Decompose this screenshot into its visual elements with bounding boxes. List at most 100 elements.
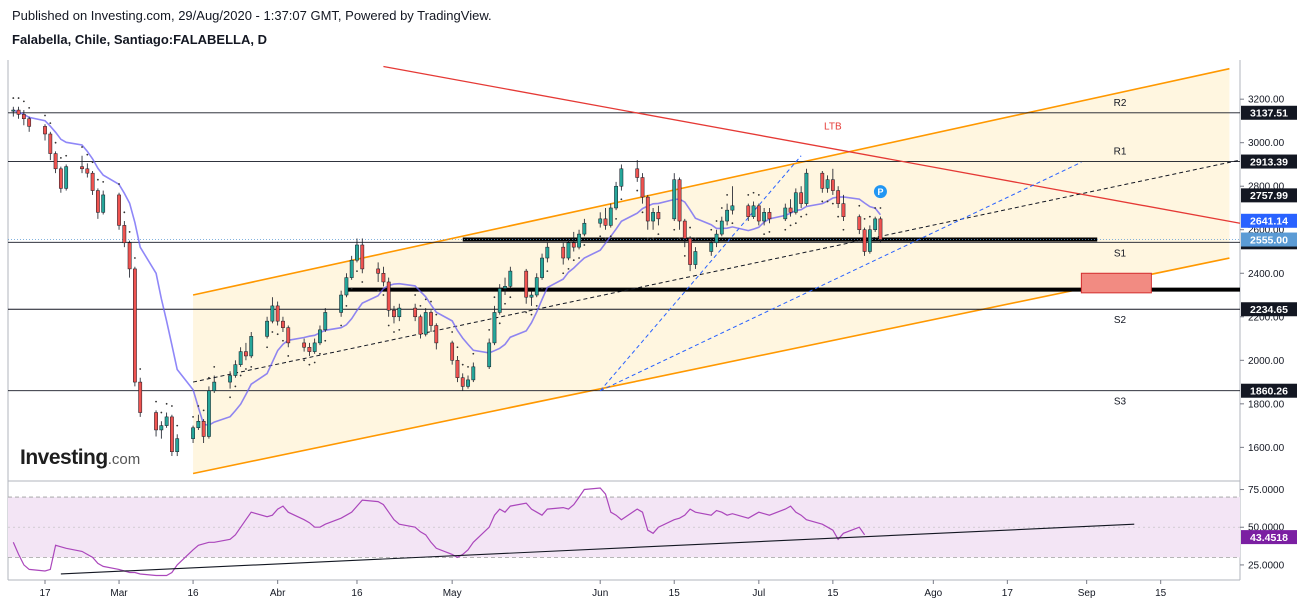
candle-body[interactable] <box>101 194 106 213</box>
candle-body[interactable] <box>767 212 772 220</box>
candle-body[interactable] <box>640 177 645 198</box>
candle-body[interactable] <box>534 277 539 296</box>
candle-body[interactable] <box>154 412 158 431</box>
candle-body[interactable] <box>466 379 470 387</box>
candle-body[interactable] <box>212 381 217 392</box>
candle-body[interactable] <box>58 168 63 189</box>
candle-body[interactable] <box>746 205 751 217</box>
candle-body[interactable] <box>645 196 650 222</box>
candle-body[interactable] <box>418 316 423 335</box>
candle-body[interactable] <box>16 109 21 115</box>
candle-body[interactable] <box>751 205 756 217</box>
candle-body[interactable] <box>799 192 804 204</box>
candle-body[interactable] <box>873 218 878 230</box>
candle-body[interactable] <box>302 342 306 348</box>
candle-body[interactable] <box>825 179 830 189</box>
candle-body[interactable] <box>27 118 32 127</box>
candle-body[interactable] <box>207 390 211 437</box>
candle-body[interactable] <box>423 312 428 335</box>
candle-body[interactable] <box>487 342 492 368</box>
candle-body[interactable] <box>323 312 328 331</box>
candle-body[interactable] <box>582 222 587 235</box>
candle-body[interactable] <box>788 207 793 213</box>
candle-body[interactable] <box>191 427 195 439</box>
candle-body[interactable] <box>830 179 835 191</box>
candle-body[interactable] <box>307 347 312 352</box>
candle-body[interactable] <box>598 218 603 224</box>
candle-body[interactable] <box>730 205 735 211</box>
candle-body[interactable] <box>43 126 47 135</box>
candle-body[interactable] <box>138 381 143 413</box>
candle-body[interactable] <box>265 320 269 337</box>
candle-body[interactable] <box>201 420 206 437</box>
candle-body[interactable] <box>170 416 174 452</box>
candle-body[interactable] <box>376 268 381 274</box>
candle-body[interactable] <box>619 168 624 187</box>
candle-body[interactable] <box>397 307 402 318</box>
candle-body[interactable] <box>318 329 322 344</box>
candle-body[interactable] <box>48 133 53 154</box>
candle-body[interactable] <box>228 375 232 383</box>
candle-body[interactable] <box>90 172 95 191</box>
candle-body[interactable] <box>344 277 349 296</box>
candle-body[interactable] <box>281 320 285 328</box>
candle-body[interactable] <box>857 216 862 230</box>
candle-body[interactable] <box>64 166 69 189</box>
candle-body[interactable] <box>756 205 761 222</box>
candle-body[interactable] <box>381 273 386 283</box>
candle-body[interactable] <box>286 327 291 344</box>
candle-body[interactable] <box>450 342 455 361</box>
candle-body[interactable] <box>164 416 169 426</box>
candle-body[interactable] <box>460 377 465 387</box>
candle-body[interactable] <box>693 251 698 265</box>
candle-body[interactable] <box>540 257 544 278</box>
candle-body[interactable] <box>238 351 243 365</box>
candle-body[interactable] <box>878 218 883 240</box>
candle-body[interactable] <box>95 190 100 213</box>
candle-body[interactable] <box>270 305 275 322</box>
candle-body[interactable] <box>434 325 439 344</box>
candle-body[interactable] <box>233 364 238 376</box>
candle-body[interactable] <box>471 366 476 381</box>
candle-body[interactable] <box>21 114 26 120</box>
candle-body[interactable] <box>80 166 84 170</box>
candle-body[interactable] <box>175 438 180 452</box>
candle-body[interactable] <box>677 179 682 222</box>
candle-body[interactable] <box>867 229 872 252</box>
candle-body[interactable] <box>603 218 608 226</box>
candle-body[interactable] <box>714 233 719 244</box>
candle-body[interactable] <box>793 192 798 213</box>
candle-body[interactable] <box>635 168 640 178</box>
candle-body[interactable] <box>561 246 566 259</box>
candle-body[interactable] <box>862 229 867 252</box>
candle-body[interactable] <box>529 294 534 298</box>
candle-body[interactable] <box>503 286 507 289</box>
candle-body[interactable] <box>392 310 396 318</box>
candle-body[interactable] <box>117 194 121 226</box>
candle-body[interactable] <box>545 246 550 259</box>
candle-body[interactable] <box>651 212 655 222</box>
candle-body[interactable] <box>719 220 724 235</box>
candle-body[interactable] <box>566 242 571 259</box>
candle-body[interactable] <box>386 281 391 311</box>
candle-body[interactable] <box>312 342 317 352</box>
candle-body[interactable] <box>196 420 201 429</box>
p-marker-icon[interactable] <box>873 185 887 199</box>
candle-body[interactable] <box>133 268 137 383</box>
candle-body[interactable] <box>672 179 677 220</box>
candle-body[interactable] <box>127 242 132 270</box>
candle-body[interactable] <box>524 270 529 298</box>
candle-body[interactable] <box>339 294 344 313</box>
candle-body[interactable] <box>244 351 248 357</box>
candle-body[interactable] <box>614 185 618 209</box>
candle-body[interactable] <box>656 212 661 220</box>
candle-body[interactable] <box>159 425 164 431</box>
candle-body[interactable] <box>360 244 365 270</box>
candle-body[interactable] <box>608 207 613 226</box>
candle-body[interactable] <box>53 153 58 170</box>
candle-body[interactable] <box>275 305 280 322</box>
candle-body[interactable] <box>508 270 513 287</box>
candle-body[interactable] <box>85 168 90 174</box>
candle-body[interactable] <box>836 190 841 204</box>
